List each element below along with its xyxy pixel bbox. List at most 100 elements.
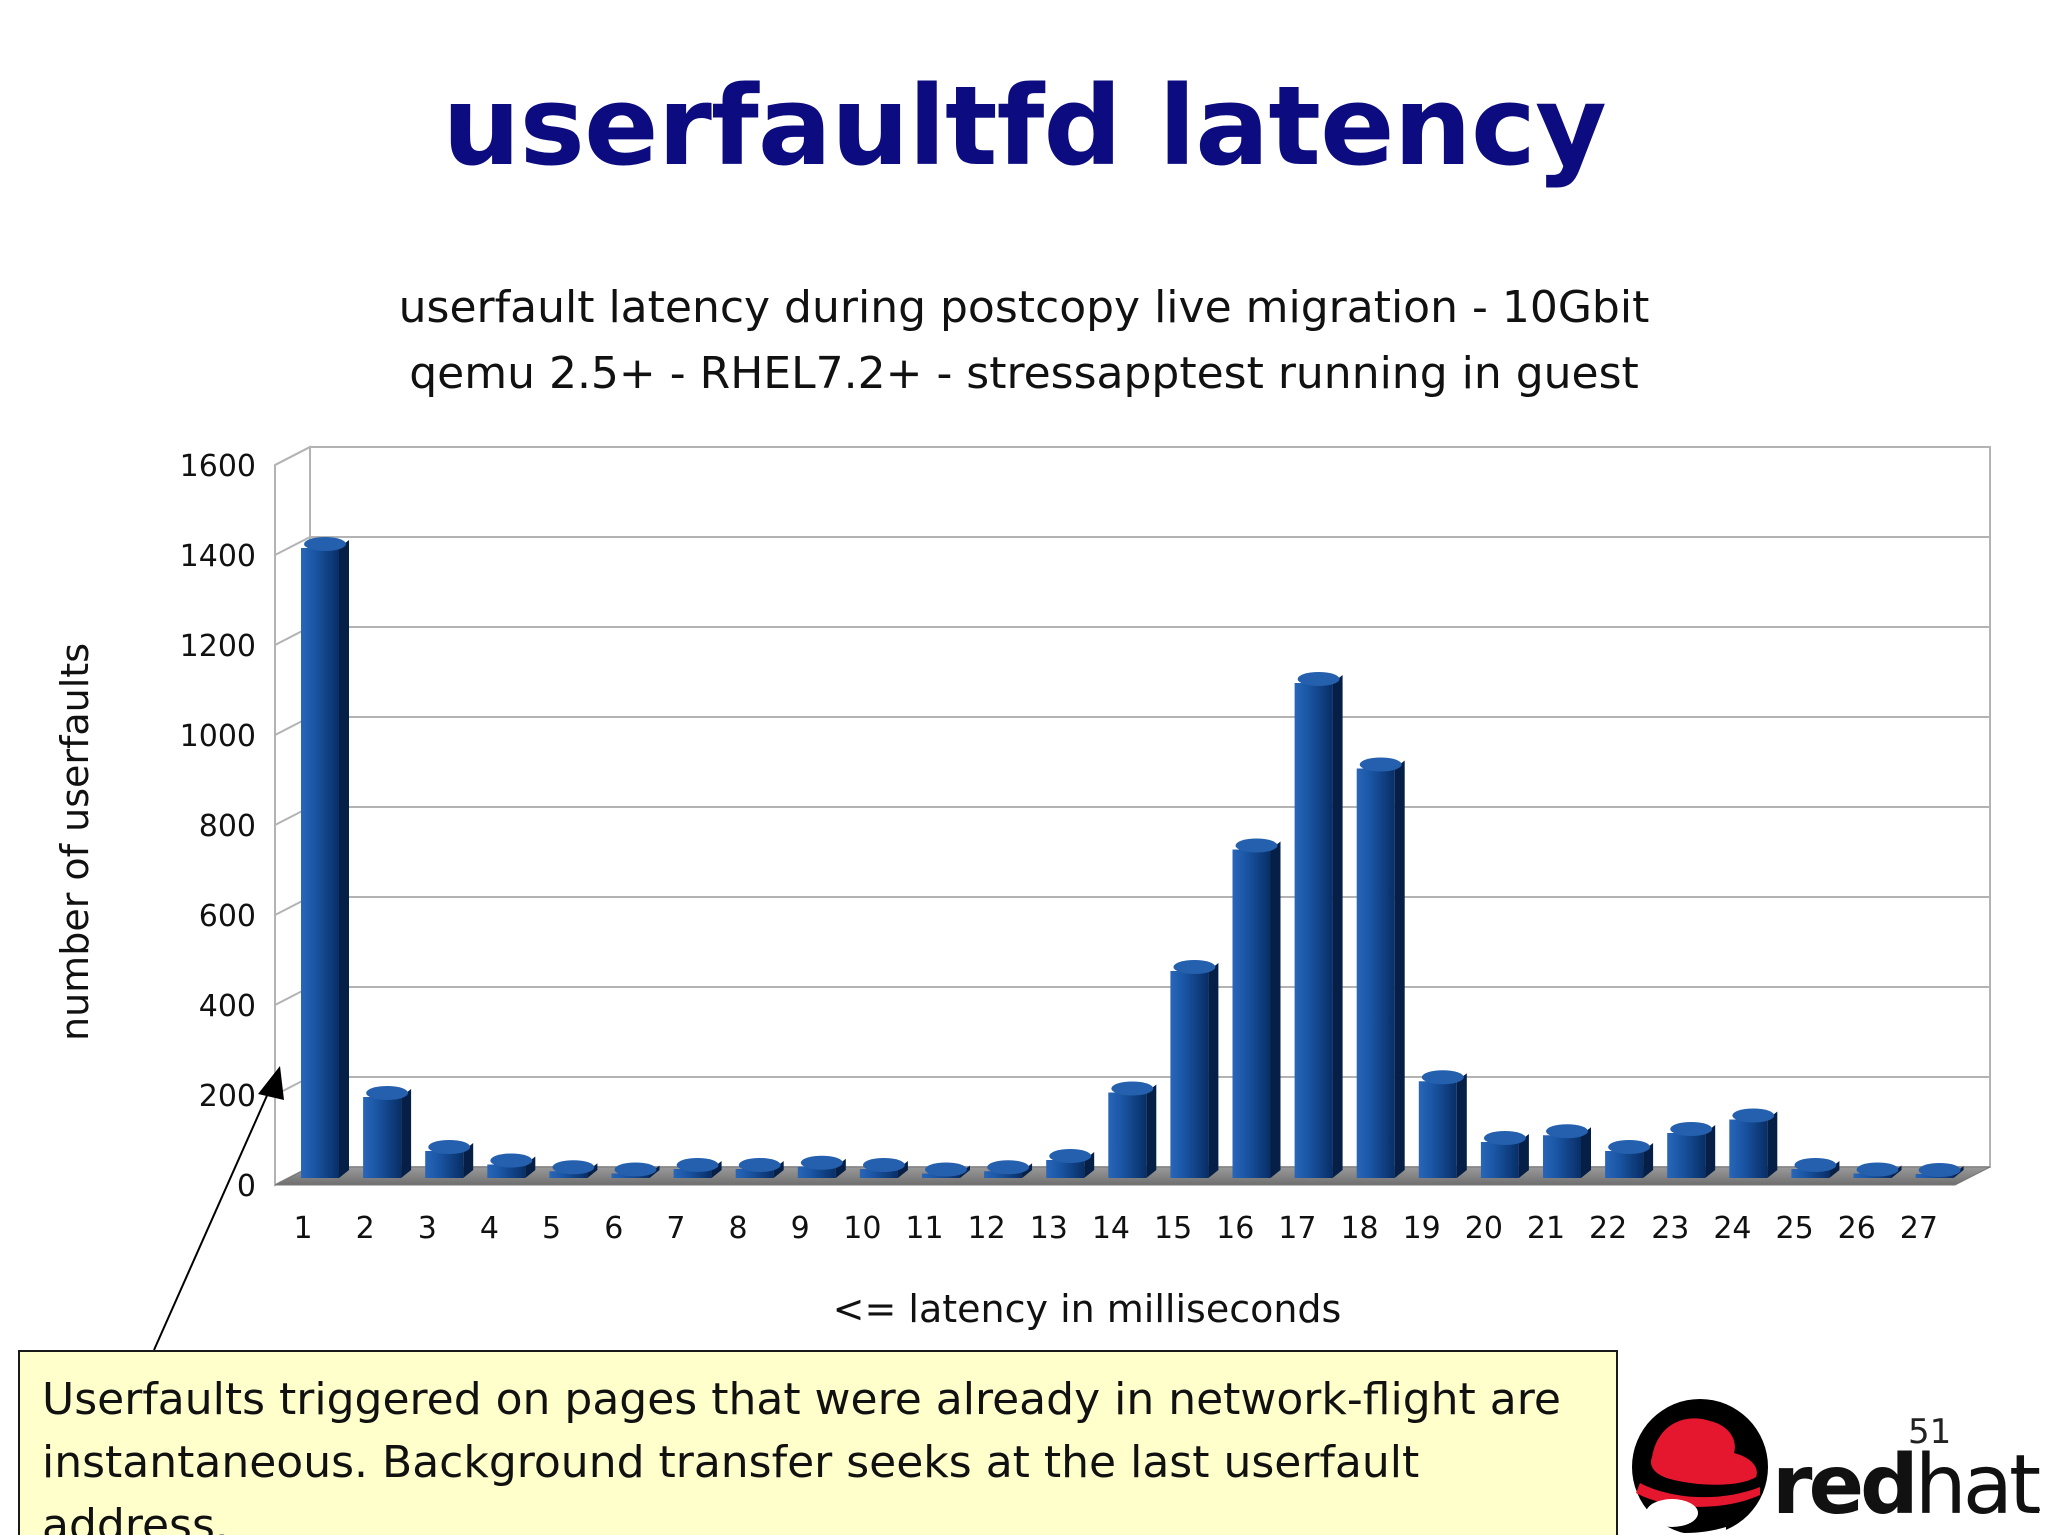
x-tick-label: 14 [1092, 1211, 1130, 1246]
x-tick-label: 23 [1651, 1211, 1689, 1246]
y-tick-label: 200 [199, 1079, 256, 1114]
y-tick-label: 400 [199, 989, 256, 1024]
x-tick-label: 20 [1465, 1211, 1503, 1246]
bar [797, 1155, 846, 1178]
bar [1915, 1163, 1964, 1178]
bar [673, 1158, 722, 1178]
bar-top [1546, 1124, 1588, 1139]
x-tick-label: 26 [1838, 1211, 1876, 1246]
redhat-wordmark: redhat. [1772, 1438, 2040, 1533]
bar-side [525, 1156, 536, 1178]
x-tick-label: 4 [480, 1211, 499, 1246]
bar-top [1049, 1149, 1092, 1163]
bar-top [1359, 757, 1402, 772]
x-tick-label: 6 [604, 1211, 623, 1246]
bar-side [897, 1161, 908, 1178]
x-tick-label: 1 [293, 1211, 312, 1246]
bar-top [1297, 672, 1340, 686]
bar-front [1667, 1133, 1706, 1178]
bar [1356, 757, 1405, 1178]
y-axis-tick-labels: 0 200 400 600 800 1000 1200 1400 1600 [180, 449, 256, 1204]
bar-top [1608, 1140, 1651, 1154]
bar [1480, 1131, 1529, 1178]
bar [922, 1162, 970, 1178]
callout-line-2: instantaneous. Background transfer seeks… [42, 1437, 1420, 1535]
chart-subtitle: userfault latency during postcopy live m… [399, 282, 1650, 399]
x-tick-label: 7 [666, 1211, 685, 1246]
bar-top [1732, 1108, 1775, 1123]
bar [487, 1153, 536, 1178]
bar [1791, 1158, 1840, 1178]
bar-top [1856, 1162, 1899, 1177]
bar [611, 1162, 660, 1178]
bar [1729, 1108, 1778, 1178]
bar-top [1173, 960, 1216, 974]
bar [1605, 1140, 1654, 1178]
bar-top [304, 537, 346, 551]
bar-front [859, 1169, 898, 1178]
bar-side [1394, 760, 1405, 1178]
bar [1418, 1070, 1467, 1178]
y-tick-label: 600 [199, 899, 256, 934]
bar-top [428, 1140, 471, 1154]
bar-top [676, 1158, 719, 1172]
bar-side [1456, 1073, 1467, 1178]
bar-front [1605, 1151, 1644, 1178]
annotation-callout: Userfaults triggered on pages that were … [18, 1350, 1618, 1535]
bar [301, 537, 349, 1178]
x-tick-label: 15 [1154, 1211, 1192, 1246]
bar-side [463, 1143, 474, 1178]
bar [1294, 672, 1343, 1178]
bar-front [1170, 971, 1209, 1178]
bar [1543, 1124, 1591, 1178]
bar [735, 1158, 784, 1178]
bar-side [773, 1161, 784, 1178]
bar-front [1232, 849, 1271, 1178]
axis-labels: <= latency in milliseconds number of user… [53, 643, 1341, 1331]
bar-side [339, 540, 349, 1178]
bar-top [614, 1162, 657, 1177]
x-tick-label: 27 [1900, 1211, 1938, 1246]
callout-line-1: Userfaults triggered on pages that were … [42, 1374, 1561, 1425]
bar-side [1208, 963, 1219, 1178]
bar [984, 1160, 1033, 1178]
bar-top [366, 1086, 409, 1100]
x-axis-label: <= latency in milliseconds [833, 1287, 1342, 1331]
bar-front [1294, 683, 1333, 1178]
bar-front [425, 1151, 464, 1178]
bar-side [835, 1158, 846, 1178]
bar [425, 1140, 474, 1178]
bar-top [1670, 1122, 1713, 1136]
bar [549, 1160, 598, 1178]
x-axis-tick-labels: 1 2 3 4 5 6 7 8 9 10 11 12 13 14 15 16 17 18 19 20 21 22 23 24 2… [293, 1211, 1938, 1246]
bar [1667, 1122, 1716, 1178]
bar-side [711, 1161, 722, 1178]
bar-top [490, 1153, 533, 1168]
bar-side [1022, 1163, 1033, 1178]
x-tick-label: 16 [1216, 1211, 1254, 1246]
bar [363, 1086, 412, 1178]
x-tick-label: 5 [542, 1211, 561, 1246]
bar-side [1767, 1111, 1778, 1178]
x-tick-label: 11 [905, 1211, 943, 1246]
bar-front [301, 548, 339, 1178]
x-tick-label: 9 [791, 1211, 810, 1246]
bar-side [1705, 1125, 1716, 1178]
bar-top [1235, 838, 1278, 853]
chart-subtitle-line: qemu 2.5+ - RHEL7.2+ - stressapptest run… [409, 348, 1639, 399]
bar-top [1111, 1081, 1154, 1096]
bar-side [587, 1163, 598, 1178]
bar-side [1518, 1134, 1529, 1178]
chart-grid [274, 446, 1990, 1096]
y-tick-label: 1400 [180, 539, 256, 574]
gridline-side [274, 446, 311, 466]
x-tick-label: 24 [1713, 1211, 1751, 1246]
bar-top [925, 1162, 967, 1177]
y-tick-label: 0 [237, 1169, 256, 1204]
bar [1170, 960, 1219, 1178]
y-axis-label: number of userfaults [53, 643, 97, 1041]
x-tick-label: 22 [1589, 1211, 1627, 1246]
bar-front [1108, 1092, 1147, 1178]
chart-bars [301, 537, 1964, 1178]
